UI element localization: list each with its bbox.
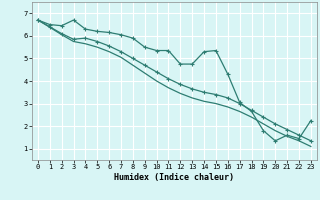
X-axis label: Humidex (Indice chaleur): Humidex (Indice chaleur) (115, 173, 234, 182)
